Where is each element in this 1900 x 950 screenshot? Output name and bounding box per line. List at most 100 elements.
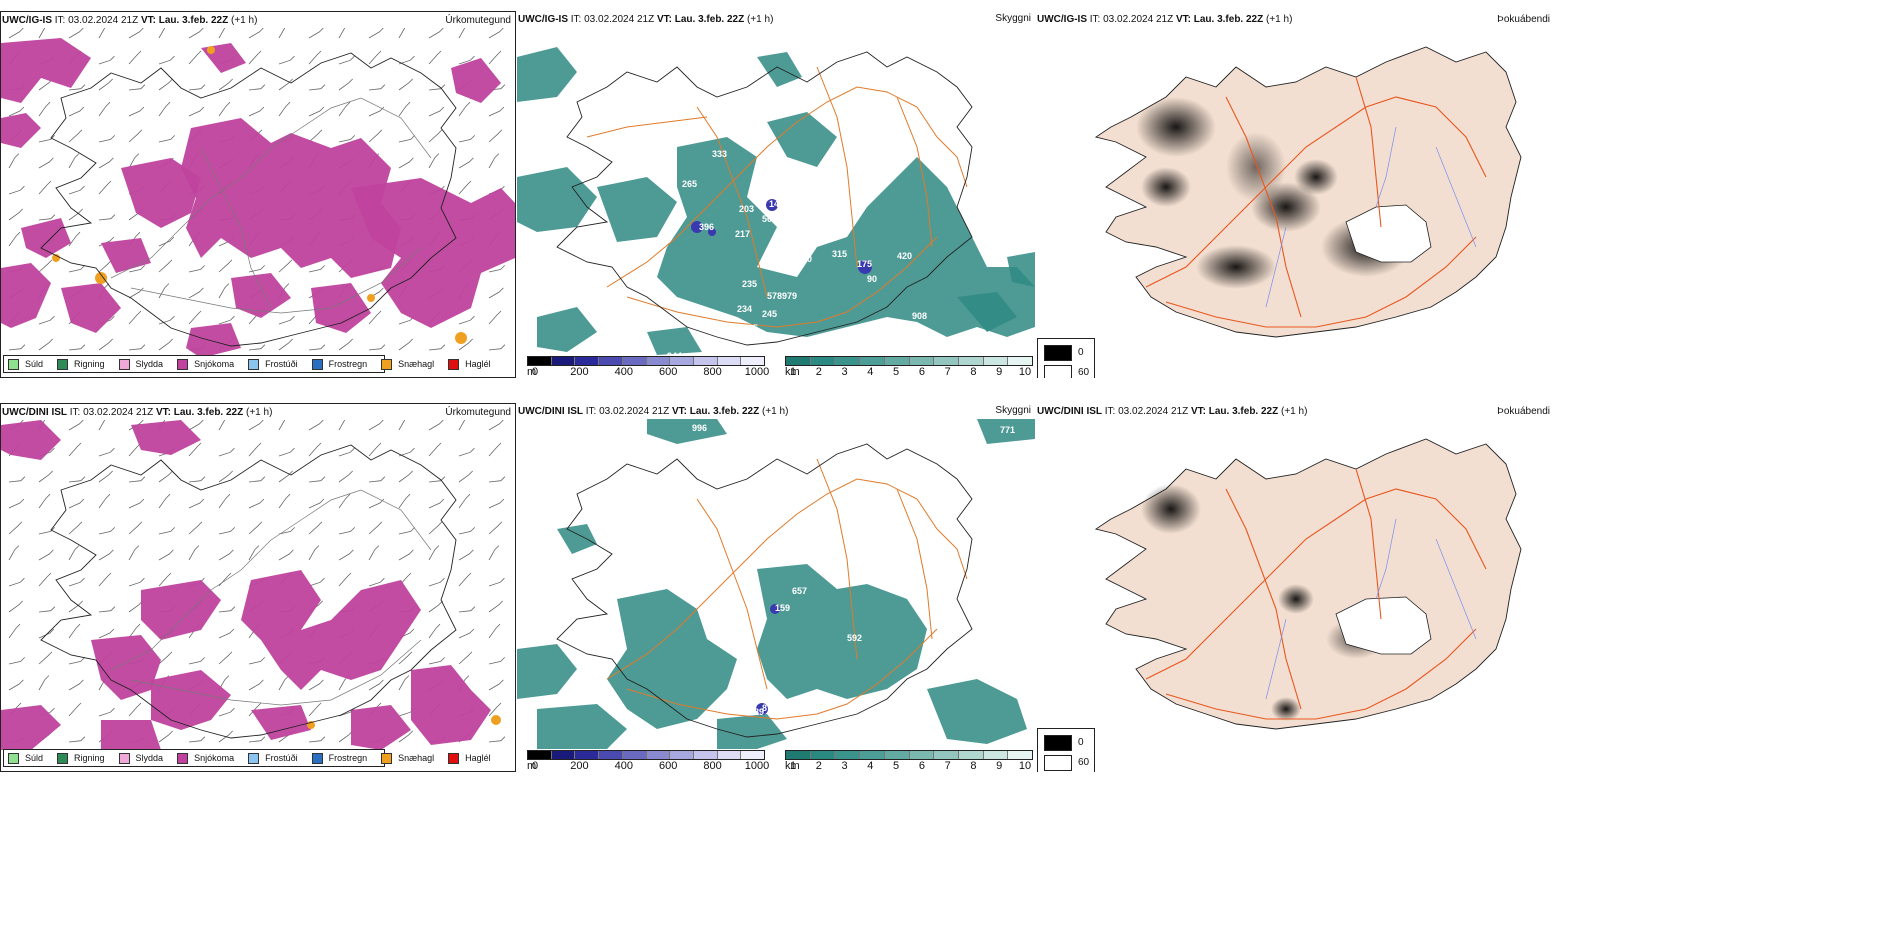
wind-barb xyxy=(98,180,112,195)
wind-barb xyxy=(188,287,204,299)
wind-barb xyxy=(308,577,325,587)
wind-barb xyxy=(158,283,170,299)
visibility-colorbar: km 1 2 3 4 5 6 7 8 9 10 xyxy=(785,356,1033,378)
visibility-value: 90 xyxy=(867,274,877,284)
colorbar-cell xyxy=(786,751,811,759)
wind-barb xyxy=(68,344,86,351)
wind-barb xyxy=(488,310,502,325)
wind-barb xyxy=(98,157,114,169)
wind-barb xyxy=(398,28,406,39)
visibility-value: 936 xyxy=(689,317,704,327)
wind-barb xyxy=(368,129,383,143)
wind-barb xyxy=(68,153,80,169)
wind-barb xyxy=(458,493,471,509)
visibility-panel-top: UWC/IG-IS IT: 03.02.2024 21Z VT: Lau. 3.… xyxy=(517,11,1035,378)
wind-barb xyxy=(458,180,472,195)
wind-barb xyxy=(98,470,113,483)
wind-barb xyxy=(278,527,295,535)
colorbar-cell xyxy=(741,357,765,365)
wind-barb xyxy=(278,338,293,351)
wind-barb xyxy=(488,577,505,587)
legend-swatch xyxy=(177,752,189,764)
legend-label: Frostúði xyxy=(265,753,298,763)
colorbar-tick: 3 xyxy=(841,760,848,772)
legend-label: Snæhagl xyxy=(398,359,435,369)
panel-header: UWC/IG-IS IT: 03.02.2024 21Z VT: Lau. 3.… xyxy=(518,14,774,25)
visibility-value: 87 xyxy=(762,703,772,713)
wind-barb xyxy=(398,157,414,169)
colorbar-cell xyxy=(860,357,885,365)
wind-barb xyxy=(248,420,264,431)
visibility-value: 217 xyxy=(735,229,750,239)
wind-barb xyxy=(398,101,411,117)
visibility-panel-bottom: UWC/DINI ISL IT: 03.02.2024 21Z VT: Lau.… xyxy=(517,403,1035,772)
coastline xyxy=(40,444,457,739)
wind-barb xyxy=(38,157,54,169)
colorbar-unit: m xyxy=(527,366,537,378)
legend-item: Haglél xyxy=(448,358,491,370)
colorbar-cell xyxy=(599,357,623,365)
wind-barb xyxy=(188,545,200,561)
coastline xyxy=(556,51,973,346)
legend-label: Snjókoma xyxy=(194,359,235,369)
visibility-value: 657 xyxy=(792,586,807,596)
fog-panel-bottom: UWC/DINI ISL IT: 03.02.2024 21Z VT: Lau.… xyxy=(1036,403,1554,772)
legend-item: Snæhagl xyxy=(381,752,434,764)
wind-barb xyxy=(428,28,444,39)
wind-barb xyxy=(218,651,233,665)
colorbar-tick: 1000 xyxy=(744,760,770,772)
visibility-value: 315 xyxy=(832,249,847,259)
colorbar-cell xyxy=(693,357,718,365)
wind-barb xyxy=(218,675,230,691)
legend-item: Rigning xyxy=(57,752,105,764)
low-visibility-areas xyxy=(517,47,1035,355)
wind-barb xyxy=(308,736,326,743)
wind-barb xyxy=(458,606,476,613)
wind-barb xyxy=(308,702,322,717)
wind-barb xyxy=(368,84,386,91)
visibility-value: 205 xyxy=(743,323,758,333)
wind-barb xyxy=(308,476,326,483)
wind-barb xyxy=(98,259,113,273)
legend-swatch xyxy=(118,752,130,764)
wind-barb xyxy=(488,287,504,299)
wind-barb xyxy=(218,493,231,509)
wind-barb xyxy=(458,157,474,169)
wind-barb xyxy=(8,153,20,169)
panel-header: UWC/IG-IS IT: 03.02.2024 21Z VT: Lau. 3.… xyxy=(1037,14,1293,25)
cloud-base-spots xyxy=(691,199,872,274)
colorbar-cell xyxy=(646,357,671,365)
low-visibility-areas xyxy=(517,419,1035,749)
wind-barb xyxy=(128,702,142,717)
colorbar-cell xyxy=(551,751,576,759)
wind-barb xyxy=(68,600,83,613)
colorbar-cell xyxy=(670,357,694,365)
colorbar-tick: 8 xyxy=(970,366,977,378)
wind-barb xyxy=(458,101,471,117)
wind-barb xyxy=(248,442,262,457)
wind-barb xyxy=(98,420,106,431)
wind-barb xyxy=(158,259,173,273)
wind-barb xyxy=(158,651,173,665)
wind-barb xyxy=(308,521,323,535)
wind-barb xyxy=(278,315,295,325)
wind-barb xyxy=(278,55,295,65)
wind-barb xyxy=(368,679,384,691)
wind-barb xyxy=(128,600,143,613)
panel-header: UWC/DINI ISL IT: 03.02.2024 21Z VT: Lau.… xyxy=(1037,406,1308,417)
wind-barb xyxy=(38,214,56,221)
roads xyxy=(110,97,432,314)
colorbar-tick: 800 xyxy=(703,366,722,378)
wind-barb xyxy=(278,28,286,39)
wind-barb xyxy=(158,338,173,351)
wind-barb xyxy=(188,521,203,535)
wind-barb xyxy=(338,707,355,717)
wind-barb xyxy=(188,476,206,483)
wind-barb xyxy=(128,129,143,143)
wind-barb xyxy=(38,28,46,39)
wind-barb xyxy=(338,730,353,743)
colorbar-tick: 10 xyxy=(1018,760,1032,772)
wind-barb xyxy=(8,344,26,351)
visibility-value: 265 xyxy=(682,179,697,189)
